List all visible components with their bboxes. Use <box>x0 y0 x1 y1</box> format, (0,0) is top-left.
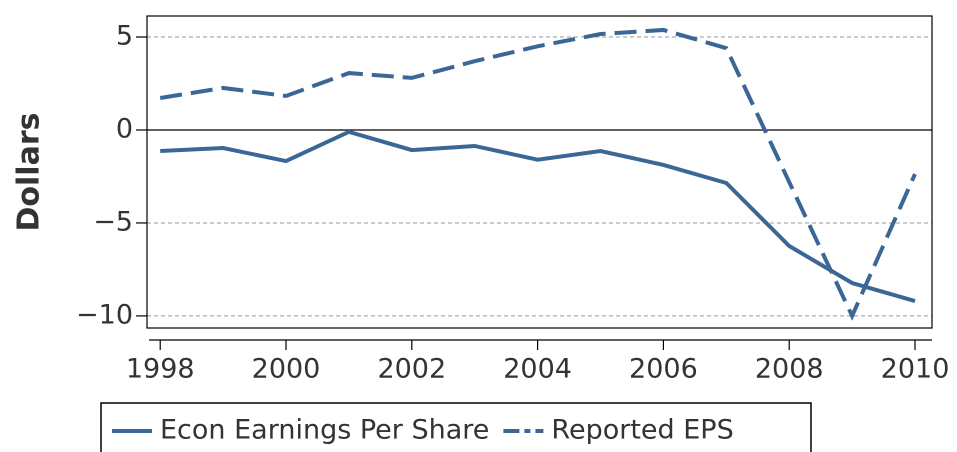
x-tick-label: 1998 <box>126 354 195 385</box>
series-line <box>159 27 917 321</box>
x-tick-label: 2002 <box>377 354 446 385</box>
plot-frame <box>146 15 933 329</box>
x-tick-label: 2006 <box>629 354 698 385</box>
x-tick-label: 2010 <box>881 354 950 385</box>
legend-label: Reported EPS <box>551 415 733 446</box>
y-tick-label: 5 <box>116 21 133 52</box>
series-line <box>160 129 916 303</box>
x-tick-label: 2004 <box>503 354 572 385</box>
legend-box <box>100 402 812 452</box>
y-axis-label: Dollars <box>12 113 47 232</box>
y-tick-label: −5 <box>93 206 133 237</box>
x-tick-label: 2000 <box>252 354 321 385</box>
legend-label: Econ Earnings Per Share <box>160 415 489 446</box>
y-tick-label: −10 <box>76 299 133 330</box>
y-tick-label: 0 <box>116 113 133 144</box>
x-tick-label: 2008 <box>755 354 824 385</box>
